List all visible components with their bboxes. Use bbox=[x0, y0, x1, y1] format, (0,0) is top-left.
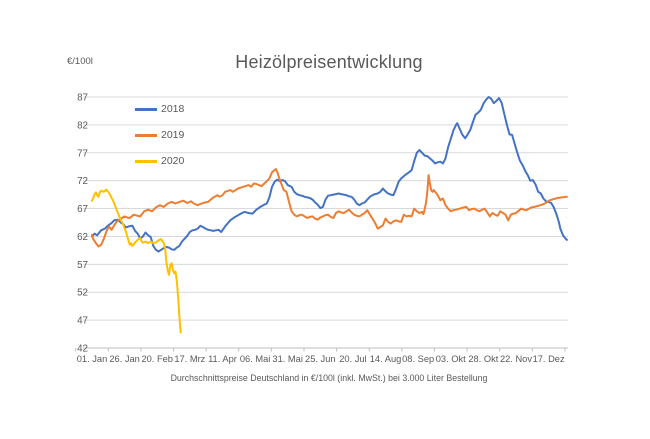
x-axis-tick-label: 08. Sep bbox=[402, 354, 434, 364]
y-axis-tick-label: 47 bbox=[77, 316, 88, 327]
x-axis-tick-label: 06. Mai bbox=[240, 354, 271, 364]
x-axis-tick-label: 17. Dez bbox=[533, 354, 565, 364]
legend: 2018 2019 2020 bbox=[135, 96, 184, 174]
y-axis-tick-label: 62 bbox=[77, 232, 88, 243]
y-axis-tick-label: 82 bbox=[77, 120, 88, 131]
x-axis-tick-label: 28. Okt bbox=[468, 354, 498, 364]
y-axis-tick-label: 87 bbox=[77, 93, 88, 104]
y-axis-tick-label: 77 bbox=[77, 148, 88, 159]
y-axis-tick-label: 52 bbox=[77, 288, 88, 299]
y-axis-tick-label: 72 bbox=[77, 176, 88, 187]
x-axis-tick-label: 01. Jan bbox=[77, 354, 108, 364]
x-axis-tick-label: 20. Feb bbox=[141, 354, 173, 364]
series-line-2018 bbox=[91, 96, 568, 253]
chart-title: Heizölpreisentwicklung bbox=[235, 52, 423, 72]
x-axis-tick-label: 31. Mai bbox=[272, 354, 303, 364]
x-axis-tick-label: 17. Mrz bbox=[174, 354, 205, 364]
series-line-2020 bbox=[91, 188, 182, 334]
series-line-2019 bbox=[91, 168, 568, 248]
legend-item-2019: 2019 bbox=[135, 122, 184, 148]
legend-label-2020: 2020 bbox=[161, 155, 185, 167]
legend-item-2018: 2018 bbox=[135, 96, 184, 122]
y-axis-tick-label: 42 bbox=[77, 344, 88, 355]
x-axis-tick-label: 20. Jul bbox=[339, 354, 366, 364]
x-axis-tick-label: 25. Jun bbox=[305, 354, 336, 364]
legend-label-2018: 2018 bbox=[161, 103, 185, 115]
y-axis-tick-label: 57 bbox=[77, 260, 88, 271]
legend-item-2020: 2020 bbox=[135, 148, 184, 174]
legend-label-2019: 2019 bbox=[161, 129, 185, 141]
y-axis-tick-label: 67 bbox=[77, 204, 88, 215]
x-axis-tick-label: 03. Okt bbox=[436, 354, 466, 364]
x-axis-tick-label: 11. Apr bbox=[208, 354, 237, 364]
chart-caption: Durchschnittspreise Deutschland in €/100… bbox=[170, 373, 488, 383]
legend-line-swatch-2020 bbox=[135, 159, 157, 163]
x-axis-tick-label: 26. Jan bbox=[109, 354, 140, 364]
x-axis-tick-label: 22. Nov bbox=[500, 354, 532, 364]
legend-line-swatch-2019 bbox=[135, 133, 157, 137]
legend-line-swatch-2018 bbox=[135, 107, 157, 111]
y-axis-unit-label: €/100l bbox=[67, 56, 93, 67]
x-axis-tick-label: 14. Aug bbox=[370, 354, 402, 364]
